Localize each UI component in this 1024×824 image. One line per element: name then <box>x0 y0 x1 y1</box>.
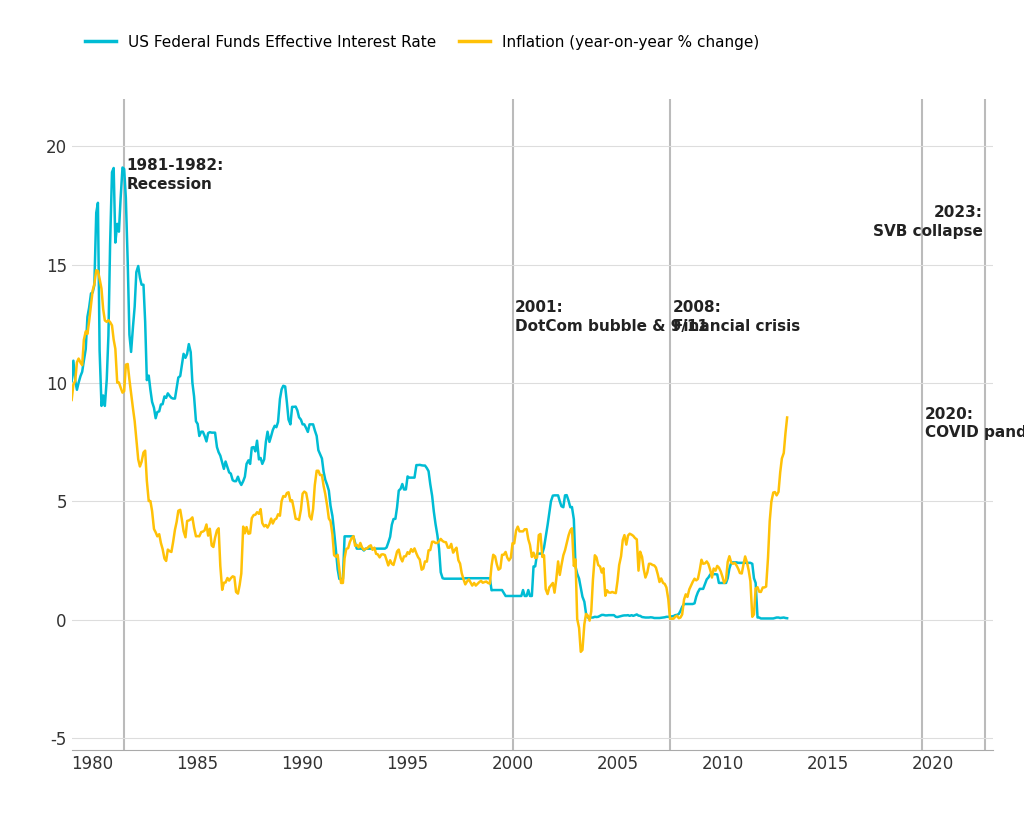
Text: 1981-1982:
Recession: 1981-1982: Recession <box>126 158 223 192</box>
Text: 2020:
COVID pandemic: 2020: COVID pandemic <box>925 406 1024 440</box>
Text: 2001:
DotCom bubble & 9/11: 2001: DotCom bubble & 9/11 <box>515 300 708 334</box>
Legend: US Federal Funds Effective Interest Rate, Inflation (year-on-year % change): US Federal Funds Effective Interest Rate… <box>79 28 766 56</box>
Text: 2008:
Financial crisis: 2008: Financial crisis <box>673 300 801 334</box>
Text: 2023:
SVB collapse: 2023: SVB collapse <box>872 205 983 239</box>
